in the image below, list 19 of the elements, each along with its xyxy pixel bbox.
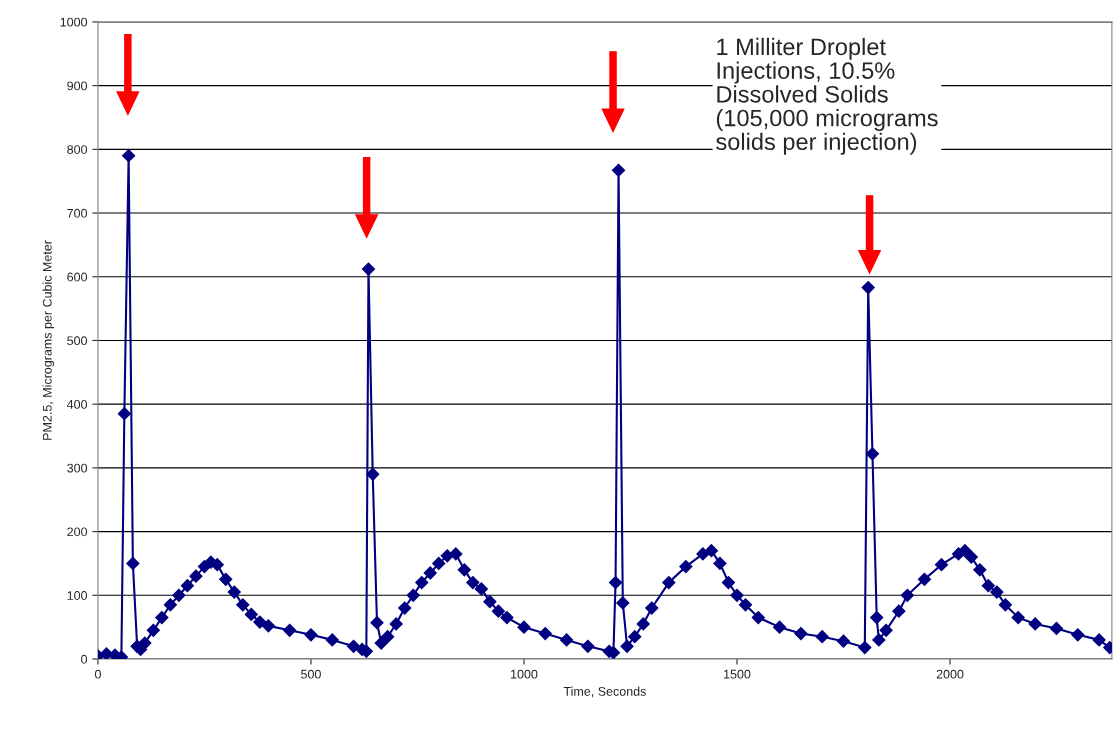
y-tick-label: 1000 xyxy=(60,17,88,27)
y-tick-label: 0 xyxy=(81,654,88,664)
y-tick-label: 200 xyxy=(67,527,88,537)
x-tick-label: 1500 xyxy=(724,669,751,679)
y-tick-label: 700 xyxy=(67,208,88,218)
y-tick-label: 900 xyxy=(67,81,88,91)
y-axis-title: PM2.5, Micrograms per Cubic Meter xyxy=(42,240,55,440)
x-tick-label: 2000 xyxy=(936,669,964,679)
y-tick-label: 400 xyxy=(66,399,88,409)
y-tick-label: 800 xyxy=(67,145,88,154)
x-axis-title: Time, Seconds xyxy=(563,686,646,698)
x-tick-label: 1000 xyxy=(511,669,538,679)
y-tick-label: 500 xyxy=(67,336,88,346)
x-tick-label: 0 xyxy=(94,669,101,679)
annotation: 1 Milliter Droplet Injections, 10.5% Dissolved Solids (105,000 micrograms solids per injection) xyxy=(716,37,938,155)
x-tick-label: 500 xyxy=(301,669,321,679)
y-tick-label: 600 xyxy=(67,272,88,282)
y-tick-label: 300 xyxy=(67,463,88,473)
y-tick-label: 100 xyxy=(67,591,88,600)
